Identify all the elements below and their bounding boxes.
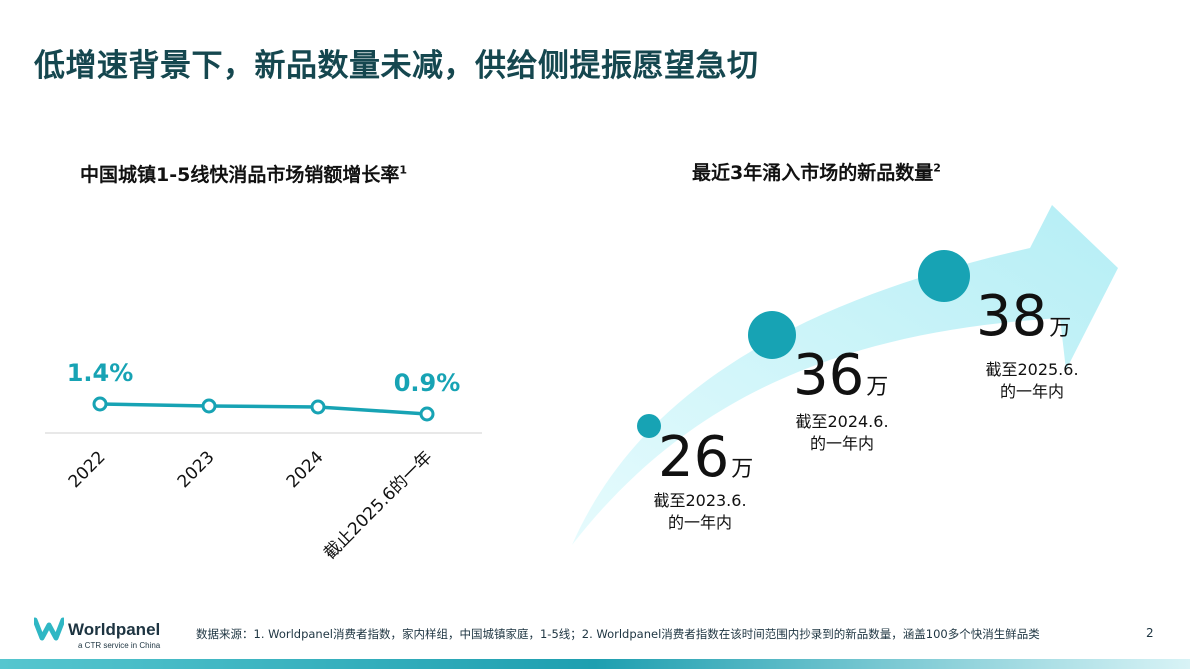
growth-arrow-shape xyxy=(572,205,1118,545)
new-product-bubble xyxy=(918,250,970,302)
new-product-bubble xyxy=(637,414,661,438)
brand-subtitle: a CTR service in China xyxy=(78,641,161,650)
left-chart-title-text: 中国城镇1-5线快消品市场销额增长率 xyxy=(80,164,400,186)
right-chart-title-footnote: 2 xyxy=(933,161,941,175)
growth-line xyxy=(99,402,428,416)
bottom-accent-bar xyxy=(0,659,1190,669)
x-tick-label: 2024 xyxy=(283,447,328,492)
new-product-value: 26万 xyxy=(658,425,753,490)
new-product-period-line1: 截至2025.6. xyxy=(985,360,1078,379)
brand-name: Worldpanel xyxy=(68,620,161,639)
page-number: 2 xyxy=(1146,626,1154,640)
x-tick-label: 截止2025.6的一年 xyxy=(320,447,436,563)
new-product-bubble xyxy=(748,311,796,359)
new-product-period-line1: 截至2023.6. xyxy=(653,491,746,510)
right-chart-title-text: 最近3年涌入市场的新品数量 xyxy=(692,162,934,184)
x-tick-label: 2023 xyxy=(174,447,219,492)
data-label-last: 0.9% xyxy=(394,369,461,397)
growth-point xyxy=(201,398,217,414)
left-chart-title: 中国城镇1-5线快消品市场销额增长率1 xyxy=(80,160,407,187)
growth-point xyxy=(419,406,435,422)
x-tick-label: 2022 xyxy=(65,447,110,492)
page-title: 低增速背景下，新品数量未减，供给侧提振愿望急切 xyxy=(34,48,759,84)
growth-point xyxy=(92,396,108,412)
data-source-note: 数据来源：1. Worldpanel消费者指数，家内样组，中国城镇家庭，1-5线… xyxy=(196,627,1040,641)
new-product-value: 36万 xyxy=(793,343,888,408)
new-product-period-line2: 的一年内 xyxy=(668,513,732,532)
new-product-period-line1: 截至2024.6. xyxy=(795,412,888,431)
new-product-period-line2: 的一年内 xyxy=(810,434,874,453)
data-label-first: 1.4% xyxy=(67,359,134,387)
growth-point xyxy=(310,399,326,415)
new-product-value: 38万 xyxy=(976,284,1071,349)
right-chart-title: 最近3年涌入市场的新品数量2 xyxy=(692,158,941,185)
new-product-period-line2: 的一年内 xyxy=(1000,382,1064,401)
worldpanel-logo-icon xyxy=(34,617,64,641)
left-chart-title-footnote: 1 xyxy=(399,163,407,177)
